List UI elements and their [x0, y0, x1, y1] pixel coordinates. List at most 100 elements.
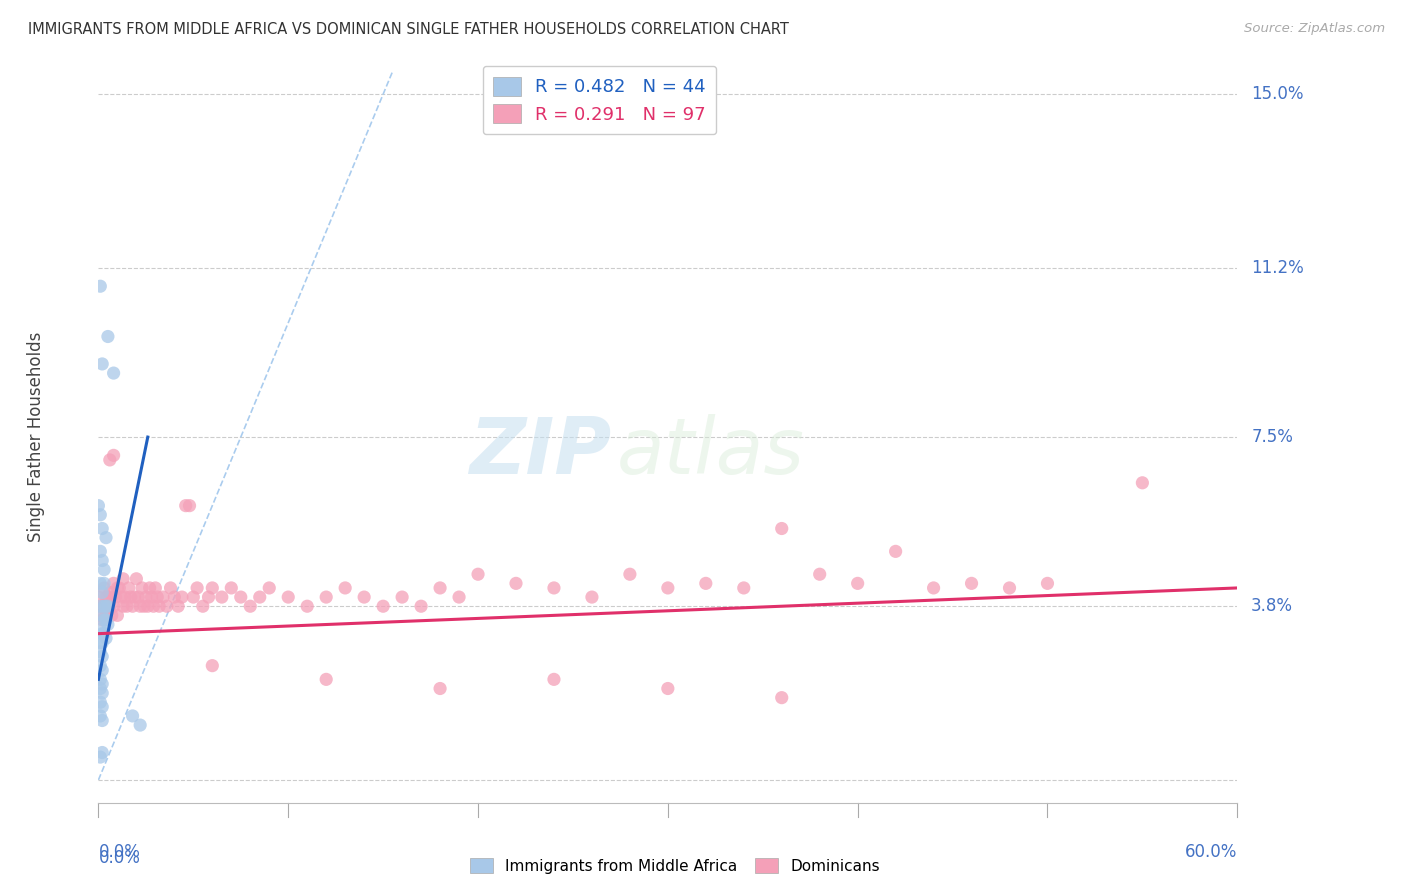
- Point: [97, 599, 120, 614]
- Point: [118, 581, 141, 595]
- Point: [335, 581, 357, 595]
- Point: [91, 613, 114, 627]
- Point: [108, 581, 131, 595]
- Point: [89, 608, 111, 623]
- Point: [93, 599, 115, 614]
- Point: [505, 576, 527, 591]
- Point: [922, 581, 945, 595]
- Point: [657, 681, 679, 696]
- Point: [657, 581, 679, 595]
- Point: [103, 576, 125, 591]
- Point: [277, 590, 299, 604]
- Point: [186, 581, 208, 595]
- Text: IMMIGRANTS FROM MIDDLE AFRICA VS DOMINICAN SINGLE FATHER HOUSEHOLDS CORRELATION : IMMIGRANTS FROM MIDDLE AFRICA VS DOMINIC…: [28, 22, 789, 37]
- Point: [543, 673, 565, 687]
- Point: [197, 590, 219, 604]
- Point: [94, 632, 117, 646]
- Point: [89, 576, 111, 591]
- Point: [100, 590, 122, 604]
- Point: [170, 590, 193, 604]
- Point: [89, 279, 111, 293]
- Point: [89, 645, 111, 659]
- Point: [201, 581, 224, 595]
- Legend: R = 0.482   N = 44, R = 0.291   N = 97: R = 0.482 N = 44, R = 0.291 N = 97: [482, 66, 717, 135]
- Point: [121, 709, 143, 723]
- Point: [91, 746, 114, 760]
- Text: 7.5%: 7.5%: [1251, 428, 1294, 446]
- Point: [91, 677, 114, 691]
- Text: 15.0%: 15.0%: [1251, 86, 1303, 103]
- Point: [449, 590, 471, 604]
- Point: [93, 576, 115, 591]
- Point: [138, 581, 160, 595]
- Point: [91, 686, 114, 700]
- Point: [89, 622, 111, 636]
- Point: [98, 585, 121, 599]
- Point: [97, 590, 120, 604]
- Point: [91, 608, 114, 623]
- Text: 3.8%: 3.8%: [1251, 598, 1294, 615]
- Point: [249, 590, 271, 604]
- Point: [94, 608, 117, 623]
- Point: [960, 576, 983, 591]
- Point: [114, 590, 136, 604]
- Point: [107, 581, 129, 595]
- Point: [145, 581, 167, 595]
- Point: [998, 581, 1021, 595]
- Point: [179, 499, 201, 513]
- Point: [136, 599, 159, 614]
- Point: [94, 531, 117, 545]
- Point: [91, 357, 114, 371]
- Point: [131, 581, 153, 595]
- Point: [315, 673, 337, 687]
- Point: [94, 599, 117, 614]
- Point: [103, 599, 125, 614]
- Point: [174, 499, 197, 513]
- Text: 60.0%: 60.0%: [1185, 843, 1237, 861]
- Point: [120, 590, 142, 604]
- Point: [91, 585, 114, 599]
- Point: [159, 581, 181, 595]
- Point: [98, 453, 121, 467]
- Point: [97, 604, 120, 618]
- Text: ZIP: ZIP: [468, 414, 612, 490]
- Point: [581, 590, 603, 604]
- Point: [103, 366, 125, 380]
- Point: [87, 499, 110, 513]
- Point: [371, 599, 394, 614]
- Point: [129, 718, 152, 732]
- Point: [884, 544, 907, 558]
- Point: [100, 608, 122, 623]
- Point: [91, 699, 114, 714]
- Point: [315, 590, 337, 604]
- Point: [89, 636, 111, 650]
- Point: [89, 695, 111, 709]
- Point: [89, 673, 111, 687]
- Point: [89, 544, 111, 558]
- Point: [93, 599, 115, 614]
- Point: [97, 617, 120, 632]
- Point: [142, 599, 165, 614]
- Point: [543, 581, 565, 595]
- Point: [91, 599, 114, 614]
- Point: [239, 599, 262, 614]
- Point: [124, 590, 146, 604]
- Point: [229, 590, 252, 604]
- Point: [211, 590, 233, 604]
- Point: [695, 576, 717, 591]
- Point: [183, 590, 205, 604]
- Point: [121, 599, 143, 614]
- Point: [91, 714, 114, 728]
- Text: 0.0%: 0.0%: [98, 848, 141, 866]
- Point: [259, 581, 281, 595]
- Point: [94, 613, 117, 627]
- Point: [132, 599, 155, 614]
- Point: [770, 690, 793, 705]
- Point: [112, 572, 135, 586]
- Point: [146, 590, 169, 604]
- Point: [91, 663, 114, 677]
- Point: [125, 572, 148, 586]
- Point: [167, 599, 190, 614]
- Point: [89, 709, 111, 723]
- Point: [110, 590, 132, 604]
